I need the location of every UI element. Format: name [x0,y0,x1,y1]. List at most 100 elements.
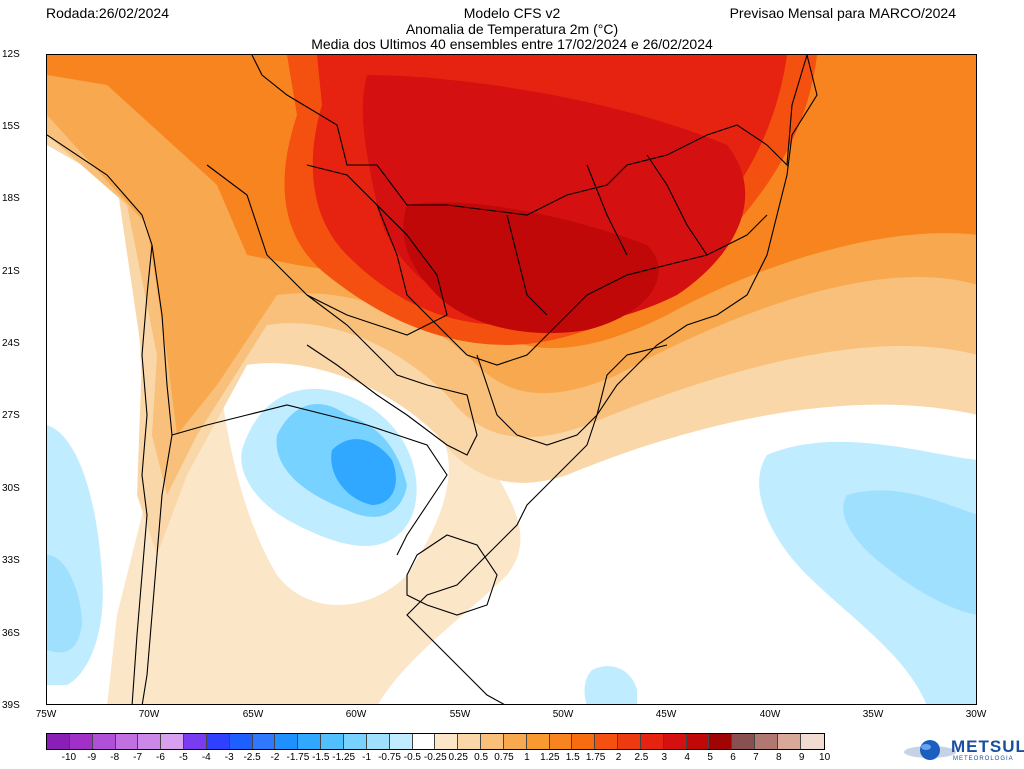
border-paraguay [306,294,478,456]
coastline-pacific [47,134,153,704]
color-scale-cell [618,734,641,749]
color-scale-tick-label: -1.25 [332,752,356,763]
country-borders [47,55,818,704]
forecast-label: Previsao Mensal para MARCO/2024 [729,5,956,21]
anomaly-field [47,55,976,704]
color-scale-cell [732,734,756,749]
color-scale-tick-label: -0.25 [423,752,447,763]
color-scale-cell [343,734,367,749]
color-scale-tick-label: 8 [776,752,782,763]
lat-label: 15S [2,121,20,132]
lon-label: 35W [862,709,884,720]
field-neg-mid-chile [47,555,82,653]
color-scale-tick-label: -10 [61,752,77,763]
color-scale-cell [435,734,459,749]
color-scale-cell [549,734,573,749]
color-scale-cell [366,734,390,749]
color-scale-tick-label: 0.25 [448,752,468,763]
color-scale-tick-label: 0.5 [474,752,489,763]
lat-label: 27S [2,410,20,421]
color-scale-cell [389,734,413,749]
color-scale-cell [572,734,596,749]
color-scale-cell [115,734,139,749]
color-scale-tick-label: -1 [362,752,372,763]
color-scale-tick-label: -1.75 [286,752,310,763]
color-scale-tick-label: 1.25 [540,752,560,763]
color-scale-tick-label: -8 [110,752,120,763]
variable-label: Anomalia de Temperatura 2m (°C) [405,20,619,37]
color-scale-cell [503,734,527,749]
color-scale-tick-label: -2.5 [243,752,261,763]
color-scale-cell [275,734,299,749]
color-scale-cell [778,734,801,749]
border-peru-brazil [251,55,808,216]
map-title-block: Modelo CFS v2 Anomalia de Temperatura 2m… [0,5,1024,53]
color-scale-cell [526,734,550,749]
lon-label: 55W [449,709,471,720]
color-scale-tick-label: 1.5 [565,752,580,763]
color-scale-tick-label: 4 [684,752,690,763]
color-scale-tick-label: 2.5 [634,752,649,763]
metsul-logo [904,740,956,760]
field-neg-light-south [584,666,637,704]
temperature-anomaly-map [46,54,977,705]
ensemble-label: Media dos Ultimos 40 ensembles entre 17/… [311,36,713,52]
color-scale-tick-label: -4 [201,752,211,763]
color-scale-cell [138,734,162,749]
color-scale-tick-label: 7 [753,752,759,763]
color-scale-cell [800,734,824,749]
color-scale-bar [46,733,825,750]
color-scale-tick-label: -9 [87,752,97,763]
color-scale-tick-label: -2 [270,752,280,763]
border-argentina-north [171,404,448,556]
color-scale-tick-label: 6 [730,752,736,763]
color-scale-cell [595,734,619,749]
logo-subtitle: METEOROLOGIA [953,756,1014,762]
color-scale-tick-label: -1.5 [312,752,330,763]
lon-label: 70W [138,709,160,720]
run-date-label: Rodada:26/02/2024 [46,5,169,21]
logo-name: METSUL [951,737,1024,756]
lat-label: 24S [2,338,20,349]
lon-label: 45W [655,709,677,720]
lon-label: 30W [965,709,987,720]
color-scale-tick-label: -0.5 [403,752,421,763]
lat-label: 36S [2,628,20,639]
color-scale-cell [161,734,185,749]
coastline-atlantic [406,55,818,704]
field-neg-mid-atlantic [843,490,976,615]
lat-label: 18S [2,193,20,204]
color-scale-cell [481,734,504,749]
border-andes [141,244,173,704]
color-scale-cell [640,734,664,749]
color-scale-cell [663,734,687,749]
color-scale-cell [412,734,436,749]
color-scale-tick-label: -3 [224,752,234,763]
color-scale-cell [184,734,207,749]
color-scale-cell [47,734,70,749]
color-scale-cell [298,734,322,749]
color-scale-cell [686,734,710,749]
color-scale-cell [92,734,116,749]
field-neg-strong-parana [331,439,396,505]
model-label: Modelo CFS v2 [463,5,561,21]
color-scale-cell [709,734,733,749]
color-scale-tick-label: -7 [133,752,143,763]
color-scale-tick-label: -5 [178,752,188,763]
lon-label: 40W [759,709,781,720]
lon-label: 50W [552,709,574,720]
color-scale-cell [206,734,230,749]
globe-icon [920,740,940,760]
border-uruguay [406,534,498,616]
lat-label: 21S [2,266,20,277]
lat-label: 30S [2,483,20,494]
border-brazil-states [376,154,768,446]
color-scale-cell [69,734,93,749]
color-scale-tick-label: 1.75 [585,752,606,763]
color-scale-tick-label: 1 [524,752,530,763]
color-scale-tick-label: 5 [707,752,713,763]
lat-label: 33S [2,555,20,566]
color-scale-tick-label: 3 [661,752,668,763]
color-scale-tick-label: -6 [156,752,165,763]
color-scale-tick-label: 10 [819,752,831,763]
